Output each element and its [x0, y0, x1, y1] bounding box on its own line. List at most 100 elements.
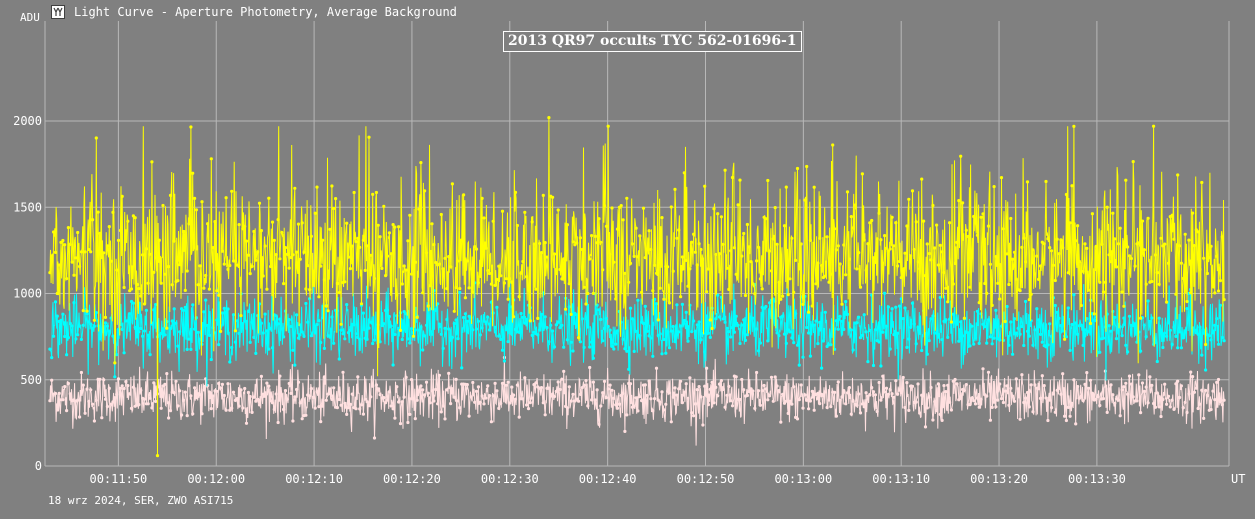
data-point [1144, 282, 1148, 286]
data-point [749, 260, 753, 264]
data-point [1153, 405, 1158, 409]
data-point [1050, 406, 1054, 410]
data-point [855, 321, 859, 325]
data-point [536, 316, 540, 320]
data-point [220, 382, 224, 386]
data-point [946, 300, 950, 304]
data-point [103, 315, 108, 319]
data-point [781, 392, 785, 396]
data-point [1079, 303, 1083, 308]
data-point [862, 313, 866, 317]
data-point [248, 395, 252, 399]
data-point [261, 274, 265, 278]
data-point [998, 338, 1002, 342]
data-point [1063, 337, 1067, 341]
data-point [85, 312, 89, 316]
data-point [1120, 334, 1124, 338]
data-point [53, 300, 58, 304]
data-point [699, 338, 703, 342]
data-point [643, 383, 647, 387]
data-point [764, 217, 768, 221]
data-point [1011, 257, 1015, 261]
data-point [92, 324, 96, 328]
data-point [202, 388, 206, 392]
data-point [346, 406, 351, 410]
data-point [530, 220, 534, 224]
data-point [868, 221, 872, 225]
data-point [293, 186, 297, 190]
data-point [53, 250, 58, 254]
data-point [321, 404, 325, 408]
data-point [1025, 390, 1030, 395]
data-point [812, 323, 816, 327]
data-point [717, 315, 722, 319]
data-point [1215, 254, 1219, 258]
data-point [361, 412, 365, 416]
data-point [337, 397, 341, 402]
data-point [137, 287, 141, 291]
data-point [74, 337, 78, 341]
data-point [1094, 397, 1098, 401]
data-point [215, 289, 219, 293]
data-point [209, 357, 213, 362]
data-point [489, 282, 493, 286]
data-point [1120, 290, 1124, 294]
data-point [955, 322, 959, 326]
data-point [890, 392, 894, 396]
data-point [254, 351, 258, 355]
data-point [1081, 269, 1085, 273]
x-tick-label: 00:13:30 [1068, 472, 1126, 486]
data-point [348, 402, 352, 406]
data-point [363, 268, 367, 272]
data-point [504, 328, 508, 332]
data-point [334, 197, 338, 201]
data-point [1168, 328, 1172, 332]
data-point [1196, 332, 1200, 336]
data-point [968, 403, 972, 407]
data-point [233, 329, 237, 333]
data-point [150, 406, 154, 410]
data-point [749, 387, 753, 391]
data-point [940, 418, 944, 422]
data-point [1222, 298, 1226, 302]
data-point [270, 401, 275, 405]
data-point [977, 405, 981, 409]
data-point [228, 360, 232, 364]
data-point [237, 223, 241, 227]
data-point [68, 321, 72, 326]
data-point [801, 355, 805, 359]
x-tick-label: 00:12:50 [677, 472, 735, 486]
data-point [571, 240, 575, 244]
data-point [521, 397, 525, 401]
data-point [632, 254, 636, 258]
data-point [786, 328, 790, 332]
data-point [79, 250, 83, 254]
data-point [454, 377, 458, 381]
data-point [983, 281, 987, 286]
data-point [295, 313, 299, 317]
data-point [68, 242, 72, 247]
data-point [282, 407, 286, 412]
data-point [172, 307, 176, 311]
data-point [840, 395, 844, 399]
data-point [844, 273, 848, 277]
data-point [914, 342, 918, 346]
data-point [194, 396, 198, 400]
data-point [918, 411, 922, 415]
data-point [510, 280, 514, 284]
data-point [944, 390, 948, 394]
data-point [191, 171, 195, 175]
data-point [476, 281, 480, 285]
data-point [113, 375, 117, 379]
data-point [189, 125, 193, 129]
data-point [966, 234, 970, 239]
data-point [367, 135, 371, 139]
data-point [595, 388, 599, 392]
data-point [1070, 184, 1074, 188]
data-point [115, 268, 119, 272]
data-point [899, 276, 903, 280]
data-point [601, 268, 605, 272]
data-point [133, 325, 137, 329]
data-point [493, 283, 497, 287]
data-point [999, 397, 1004, 401]
